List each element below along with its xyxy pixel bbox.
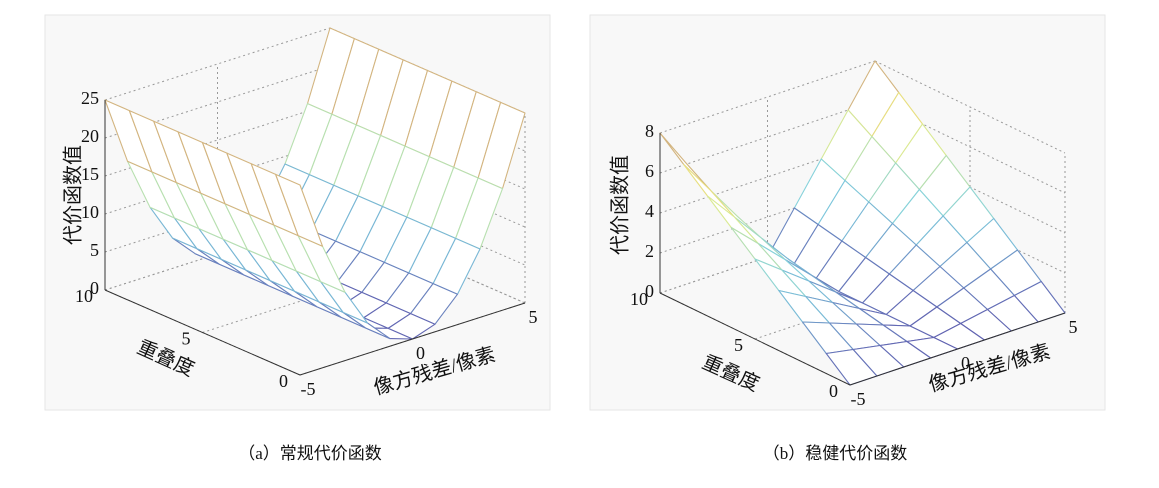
- axis-line: [659, 292, 851, 386]
- x-tick-label: 0: [961, 353, 970, 373]
- z-tick-label: 6: [645, 161, 654, 181]
- y-tick-label: 5: [734, 335, 743, 355]
- z-tick-label: 15: [81, 164, 99, 184]
- z-tick-label: 8: [645, 121, 654, 141]
- z-tick-label: 4: [645, 201, 654, 221]
- x-tick-label: -5: [851, 389, 866, 409]
- caption: （b）稳健代价函数: [763, 444, 908, 463]
- caption: （a）常规代价函数: [238, 444, 382, 463]
- grid-line: [874, 60, 1066, 154]
- z-tick-label: 2: [645, 241, 654, 261]
- z-tick-label: 0: [645, 281, 654, 301]
- z-axis-label: 代价函数值: [609, 155, 632, 255]
- z-tick-label: 0: [90, 278, 99, 298]
- x-tick-label: 5: [529, 307, 538, 327]
- x-tick-label: 0: [416, 343, 425, 363]
- axis-line: [104, 289, 301, 376]
- grid-line: [104, 65, 331, 139]
- z-tick-label: 20: [81, 126, 99, 146]
- z-tick-label: 10: [81, 202, 99, 222]
- z-axis-label: 代价函数值: [62, 145, 85, 245]
- axis-line: [849, 312, 1066, 386]
- y-tick-label: 5: [182, 329, 191, 349]
- y-tick-label: 0: [279, 371, 288, 391]
- x-tick-label: 5: [1069, 317, 1078, 337]
- y-tick-label: 10: [75, 286, 93, 306]
- mesh-cell: [275, 173, 324, 247]
- z-tick-label: 25: [81, 88, 99, 108]
- x-tick-label: -5: [301, 379, 316, 399]
- z-tick-label: 5: [90, 240, 99, 260]
- grid-line: [104, 103, 331, 177]
- grid-line: [104, 27, 331, 101]
- y-tick-label: 0: [829, 381, 838, 401]
- y-tick-label: 10: [630, 289, 648, 309]
- axis-line: [299, 302, 526, 376]
